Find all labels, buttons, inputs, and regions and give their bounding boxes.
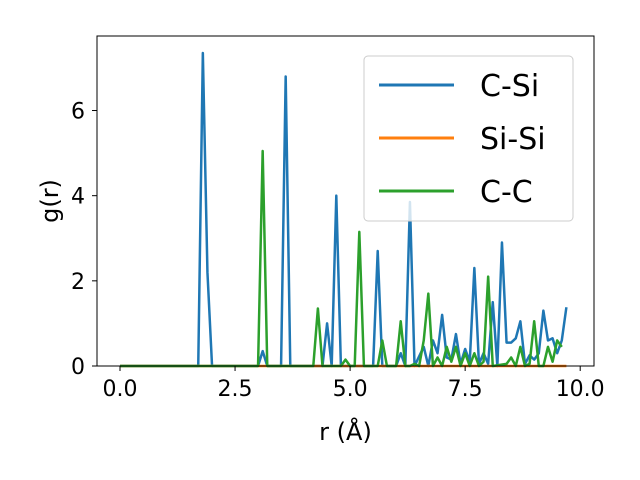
legend-box [363, 55, 574, 222]
x-axis: 0.0 2.5 5.0 7.5 10.0 [103, 366, 605, 402]
x-tick-label: 7.5 [448, 377, 483, 402]
plot-frame [96, 35, 595, 367]
legend-label: Si-Si [480, 122, 546, 157]
y-tick-label: 0 [71, 355, 85, 380]
legend: C-Si Si-Si C-C [363, 55, 574, 222]
x-tick-label: 0.0 [103, 377, 138, 402]
y-axis: 0 2 4 6 [71, 100, 97, 380]
y-tick-label: 2 [71, 270, 85, 295]
x-tick-label: 10.0 [556, 377, 605, 402]
legend-label: C-Si [480, 69, 539, 104]
x-tick-label: 2.5 [218, 377, 253, 402]
y-tick-label: 4 [71, 185, 85, 210]
y-tick-label: 6 [71, 100, 85, 125]
series-line-c-c [120, 149, 563, 368]
series-line-c-si [120, 51, 568, 368]
y-axis-label: g(r) [36, 179, 64, 223]
x-axis-label: r (Å) [319, 417, 372, 446]
legend-label: C-C [480, 175, 533, 210]
x-tick-label: 5.0 [333, 377, 368, 402]
